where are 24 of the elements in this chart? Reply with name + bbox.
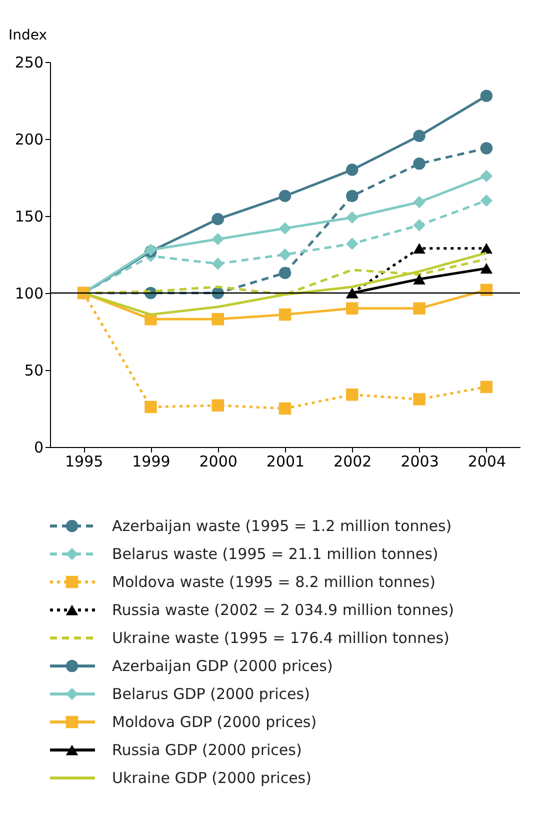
x-tick-label: 1995 xyxy=(64,452,104,470)
y-tick-label: 150 xyxy=(14,208,44,226)
legend-label: Russia waste (2002 = 2 034.9 million tonnes) xyxy=(112,601,454,619)
legend-label: Moldova waste (1995 = 8.2 million tonnes) xyxy=(112,573,436,591)
x-tick-label: 2002 xyxy=(334,452,372,470)
y-tick-label: 250 xyxy=(14,54,44,72)
y-tick-label: 50 xyxy=(24,362,44,380)
legend-label: Russia GDP (2000 prices) xyxy=(112,741,302,759)
legend-label: Ukraine GDP (2000 prices) xyxy=(112,769,312,787)
legend-label: Belarus waste (1995 = 21.1 million tonnes) xyxy=(112,545,438,563)
legend-label: Belarus GDP (2000 prices) xyxy=(112,685,310,703)
legend-label: Azerbaijan GDP (2000 prices) xyxy=(112,657,333,675)
x-tick-label: 2003 xyxy=(400,452,439,470)
y-tick-label: 200 xyxy=(14,130,44,148)
y-tick-label: 0 xyxy=(34,438,44,456)
legend-label: Ukraine waste (1995 = 176.4 million tonnes) xyxy=(112,629,450,647)
y-axis-title: Index xyxy=(8,28,48,44)
x-tick-label: 2001 xyxy=(266,452,305,470)
x-tick-label: 1999 xyxy=(132,452,170,470)
y-tick-label: 100 xyxy=(14,284,44,302)
x-tick-label: 2000 xyxy=(199,452,238,470)
x-tick-label: 2004 xyxy=(468,452,506,470)
legend-label: Azerbaijan waste (1995 = 1.2 million tonnes) xyxy=(112,517,452,535)
legend-label: Moldova GDP (2000 prices) xyxy=(112,713,317,731)
